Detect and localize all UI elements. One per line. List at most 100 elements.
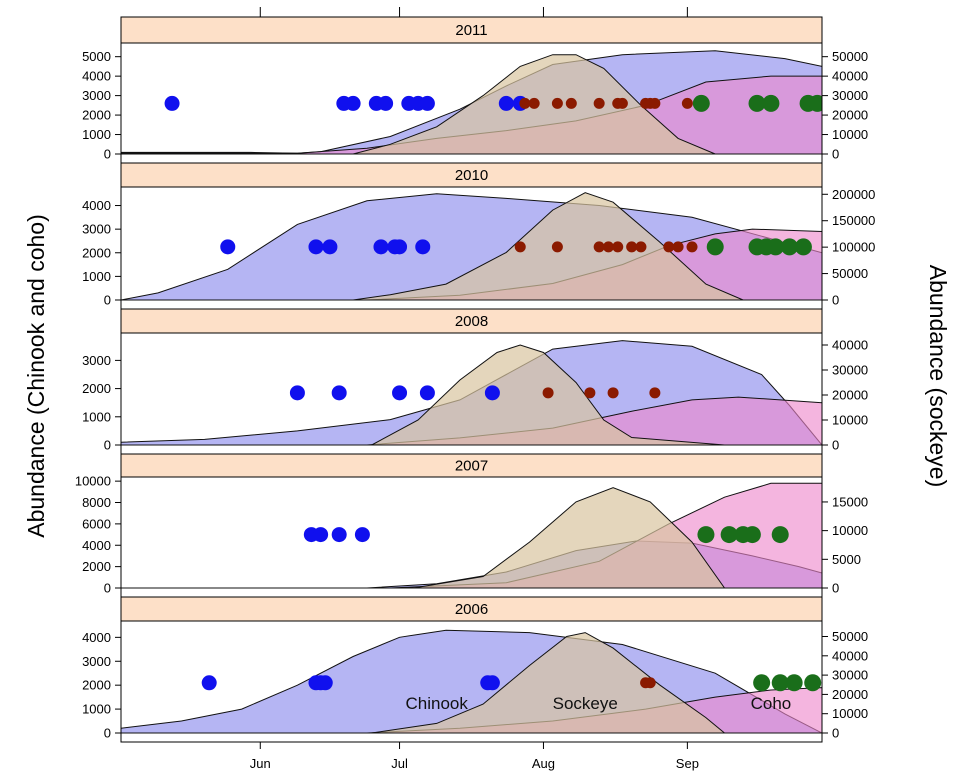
right-y-tick-label: 10000 xyxy=(832,413,868,428)
sockeye-point xyxy=(602,241,614,253)
left-y-tick-label: 1000 xyxy=(82,409,111,424)
sockeye-point xyxy=(584,387,596,399)
left-y-tick-label: 2000 xyxy=(82,559,111,574)
chinook-point xyxy=(392,239,408,255)
x-tick-label: Sep xyxy=(676,756,699,771)
right-y-tick-label: 30000 xyxy=(832,668,868,683)
left-y-tick-label: 4000 xyxy=(82,69,111,84)
right-y-tick-label: 10000 xyxy=(832,706,868,721)
coho-point xyxy=(753,674,771,692)
left-y-tick-label: 3000 xyxy=(82,88,111,103)
chinook-point xyxy=(345,95,361,111)
species-label-chinook: Chinook xyxy=(405,694,468,713)
sockeye-point xyxy=(649,387,661,399)
right-y-tick-label: 10000 xyxy=(832,127,868,142)
left-y-tick-label: 0 xyxy=(104,147,111,162)
sockeye-point xyxy=(593,241,605,253)
sockeye-point xyxy=(686,241,698,253)
chinook-point xyxy=(419,95,435,111)
coho-point xyxy=(781,238,799,256)
left-y-tick-label: 4000 xyxy=(82,630,111,645)
chinook-point xyxy=(164,95,180,111)
left-y-tick-label: 2000 xyxy=(82,108,111,123)
x-tick-label: Jul xyxy=(391,756,408,771)
coho-area xyxy=(121,482,822,589)
panel-year-label: 2011 xyxy=(455,22,487,39)
left-y-tick-label: 10000 xyxy=(75,474,111,489)
right-y-tick-label: 200000 xyxy=(832,187,875,202)
left-y-tick-label: 1000 xyxy=(82,127,111,142)
right-y-tick-label: 0 xyxy=(832,438,839,453)
panel-2006: 2006010002000300040000100002000030000400… xyxy=(82,596,868,771)
coho-point xyxy=(771,526,789,544)
chinook-point xyxy=(308,239,324,255)
coho-point xyxy=(692,94,710,112)
right-y-tick-label: 30000 xyxy=(832,88,868,103)
sockeye-point xyxy=(593,97,605,109)
panel-strip xyxy=(120,596,823,622)
right-y-tick-label: 150000 xyxy=(832,213,875,228)
chinook-point xyxy=(201,675,217,691)
chinook-point xyxy=(220,239,236,255)
coho-point xyxy=(785,674,803,692)
sockeye-area xyxy=(371,632,726,734)
coho-point xyxy=(720,526,738,544)
coho-point xyxy=(794,238,812,256)
right-y-tick-label: 20000 xyxy=(832,388,868,403)
sockeye-point xyxy=(528,97,540,109)
panel-strip xyxy=(120,16,823,44)
sockeye-point xyxy=(663,241,675,253)
sockeye-point xyxy=(551,241,563,253)
right-y-tick-label: 20000 xyxy=(832,687,868,702)
left-y-tick-label: 0 xyxy=(104,293,111,308)
chinook-point xyxy=(289,385,305,401)
left-y-tick-label: 1000 xyxy=(82,269,111,284)
sockeye-point xyxy=(681,97,693,109)
sockeye-point xyxy=(626,241,638,253)
right-y-tick-label: 5000 xyxy=(832,552,861,567)
sockeye-point xyxy=(616,97,628,109)
left-y-tick-label: 0 xyxy=(104,438,111,453)
left-y-tick-label: 0 xyxy=(104,581,111,596)
left-axis-title: Abundance (Chinook and coho) xyxy=(23,214,49,538)
chinook-point xyxy=(354,527,370,543)
chinook-point xyxy=(415,239,431,255)
right-y-tick-label: 50000 xyxy=(832,629,868,644)
sockeye-point xyxy=(514,241,526,253)
left-y-tick-label: 3000 xyxy=(82,353,111,368)
chinook-point xyxy=(392,385,408,401)
sockeye-point xyxy=(635,241,647,253)
right-y-tick-label: 0 xyxy=(832,581,839,596)
sockeye-point xyxy=(672,241,684,253)
left-y-tick-label: 3000 xyxy=(82,222,111,237)
coho-point xyxy=(743,526,761,544)
panel-year-label: 2006 xyxy=(455,601,488,618)
chinook-point xyxy=(331,527,347,543)
sockeye-point xyxy=(551,97,563,109)
chinook-point xyxy=(317,675,333,691)
chinook-point xyxy=(373,239,389,255)
left-y-tick-label: 6000 xyxy=(82,516,111,531)
right-axis-title: Abundance (sockeye) xyxy=(925,265,951,487)
right-y-tick-label: 100000 xyxy=(832,240,875,255)
left-y-tick-label: 2000 xyxy=(82,245,111,260)
chinook-point xyxy=(322,239,338,255)
panel-year-label: 2007 xyxy=(455,458,488,475)
coho-point xyxy=(706,238,724,256)
sockeye-point xyxy=(565,97,577,109)
right-y-tick-label: 0 xyxy=(832,293,839,308)
sockeye-area xyxy=(353,487,726,589)
sockeye-point xyxy=(612,241,624,253)
right-y-tick-label: 50000 xyxy=(832,49,868,64)
right-y-tick-label: 0 xyxy=(832,147,839,162)
coho-point xyxy=(748,94,766,112)
panel-2010: 2010 0 1000 2000 3000 4000 0 50000 100000 150000 2… xyxy=(82,162,875,310)
panels-group: 2011010002000300040005000010000200003000… xyxy=(75,7,875,771)
left-y-tick-label: 1000 xyxy=(82,702,111,717)
sockeye-point xyxy=(644,677,656,689)
left-y-tick-label: 4000 xyxy=(82,198,111,213)
left-y-tick-label: 2000 xyxy=(82,381,111,396)
chinook-point xyxy=(484,385,500,401)
sockeye-point xyxy=(649,97,661,109)
